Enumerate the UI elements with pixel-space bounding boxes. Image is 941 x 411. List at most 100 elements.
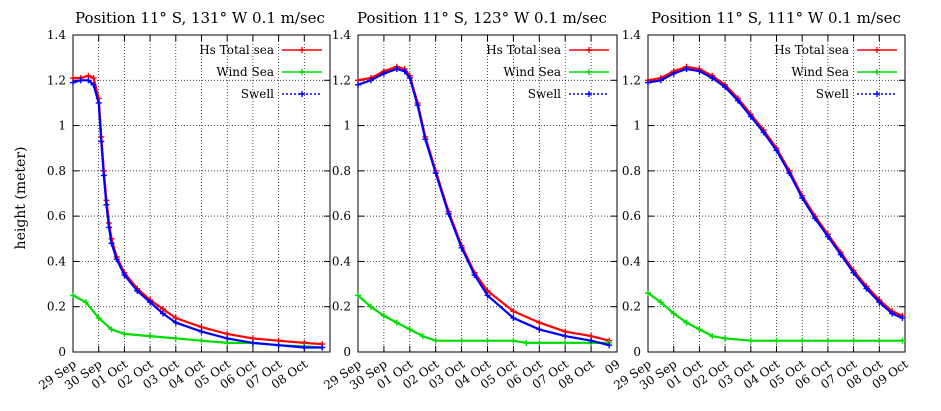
data-point [103,201,110,208]
y-tick-label: 0.2 [622,300,641,314]
data-point [147,299,154,306]
data-point [606,342,613,349]
data-point [588,337,595,344]
data-point [108,326,115,333]
y-tick-label: 1.2 [622,73,641,87]
series-line-wind-sea [357,294,610,344]
data-point [98,138,105,145]
y-tick-label: 0.2 [47,300,66,314]
data-point [147,333,154,340]
series-line-wind-sea [72,294,323,349]
legend-label: Swell [528,87,561,101]
data-point [301,344,308,351]
data-point [380,312,387,319]
data-point [432,170,439,177]
data-point [159,310,166,317]
data-point [824,233,831,240]
legend-marker [299,69,305,75]
data-point [645,290,651,297]
data-point [747,337,754,344]
data-point [198,328,205,335]
legend-marker [586,69,592,75]
data-point [319,344,326,351]
legend-marker [299,91,305,97]
y-tick-label: 0 [633,345,641,359]
data-point [249,339,256,346]
data-point [837,251,844,258]
y-tick-label: 0.4 [47,254,66,268]
data-point [657,77,664,84]
data-point [722,84,729,91]
data-point [734,97,741,104]
y-tick-label: 1.4 [622,28,641,42]
data-point [773,337,780,344]
data-point [90,81,97,88]
data-point [670,70,677,77]
legend-label: Wind Sea [216,65,274,79]
data-point [401,68,408,75]
data-point [355,81,361,88]
y-tick-label: 0.6 [47,209,66,223]
data-point [380,70,387,77]
data-point [899,315,906,322]
legend-marker [586,47,592,53]
legend-label: Hs Total sea [486,43,561,57]
data-point [445,210,452,217]
y-tick-label: 0 [343,345,351,359]
data-point [773,147,780,154]
data-point [510,337,517,344]
data-point [523,339,530,346]
legend-label: Hs Total sea [774,43,849,57]
data-point [657,299,664,306]
data-point [121,272,128,279]
data-point [799,195,806,202]
data-point [484,337,491,344]
series-line-swell [357,67,610,347]
data-point [105,224,112,231]
chart-title: Position 11° S, 111° W 0.1 m/sec [651,9,901,27]
data-point [562,333,569,340]
y-tick-label: 1.4 [332,28,351,42]
data-point [471,272,478,279]
data-point [683,319,690,326]
data-point [850,269,857,276]
series-line-wind-sea [647,292,903,342]
legend-marker [874,91,880,97]
data-point [709,75,716,82]
data-point [510,315,517,322]
data-point [458,337,465,344]
data-point [367,303,374,310]
data-point [876,299,883,306]
chart-panel-3: Position 11° S, 111° W 0.1 m/sec 0 0.2 0.4 0… [611,9,911,393]
y-tick-label: 0.8 [332,164,351,178]
data-point [683,65,690,72]
data-point [77,77,84,84]
data-point [393,65,400,72]
data-point [100,172,107,179]
series-line-hs-total-sea [647,65,903,317]
data-point [536,319,543,326]
data-point [275,342,282,349]
data-point [432,337,439,344]
legend-label: Hs Total sea [199,43,274,57]
data-point [134,287,141,294]
data-point [709,333,716,340]
y-tick-label: 0.8 [47,164,66,178]
data-point [696,68,703,75]
data-point [899,337,906,344]
chart-title: Position 11° S, 123° W 0.1 m/sec [357,9,607,27]
y-tick-label: 1.2 [47,73,66,87]
data-point [722,335,729,342]
chart-panel-1: Position 11° S, 131° W 0.1 m/sec 0 0.2 0.4 0… [36,9,331,393]
series-line-hs-total-sea [357,65,610,342]
legend-marker [586,91,592,97]
data-point [812,215,819,222]
legend-label: Wind Sea [503,65,561,79]
legend-label: Wind Sea [791,65,849,79]
data-point [536,339,543,346]
data-point [510,308,517,315]
y-tick-label: 0.8 [622,164,641,178]
data-point [760,129,767,136]
data-point [747,113,754,120]
